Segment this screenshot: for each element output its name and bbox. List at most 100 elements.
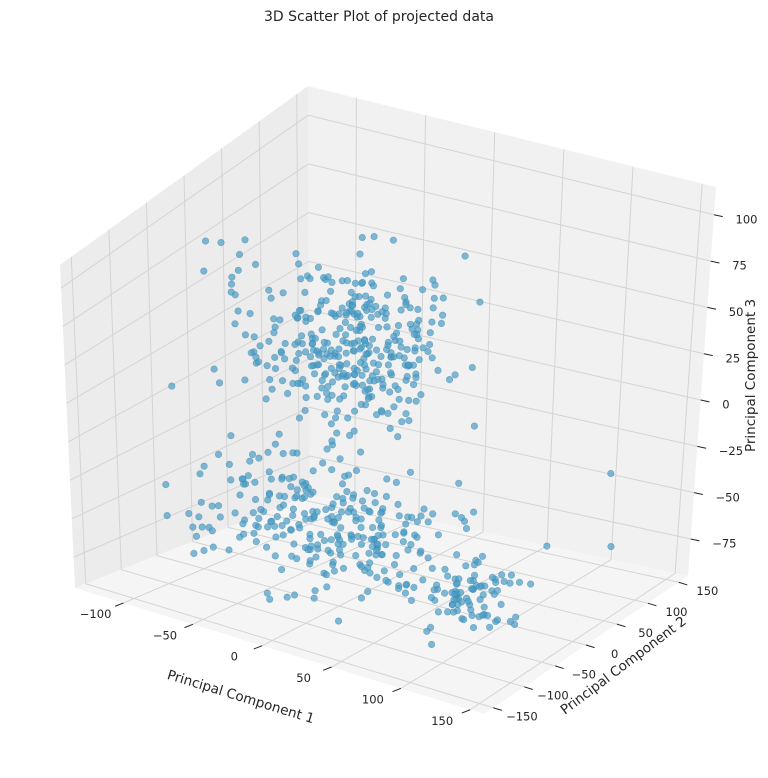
z-axis-tick-label: 75 [732,259,747,273]
data-point [357,400,365,409]
data-point [405,417,413,425]
data-point [397,306,405,314]
data-point [318,326,326,334]
data-point [300,481,308,489]
data-point [328,378,337,386]
data-point [515,578,524,586]
data-point [507,571,516,579]
data-point [457,588,465,597]
data-point [364,587,372,596]
data-point [372,368,381,376]
grid-z-back [308,163,711,262]
data-point [217,239,225,247]
data-point [498,571,506,579]
data-point [413,533,421,541]
data-point [374,531,382,540]
data-point [311,587,319,595]
data-point [306,353,315,361]
data-point [279,450,287,458]
data-point [265,337,273,345]
grid-y-left [258,121,265,514]
data-point [410,330,418,339]
data-point [414,305,422,314]
data-point [420,505,428,513]
data-point [310,512,318,520]
data-point [328,278,336,287]
data-point [324,395,332,404]
data-point [367,535,376,544]
data-point [430,294,438,302]
data-point [342,331,350,339]
data-point [395,584,403,593]
data-point [429,276,437,284]
data-point [361,270,370,278]
x-axis-tick [461,709,471,714]
data-point [363,487,371,495]
data-point [383,291,392,299]
x-axis-label: Principal Component 1 [165,667,316,727]
grid-y-floor [299,498,679,583]
data-point [386,388,394,396]
grid-y-floor [121,569,525,688]
data-point [324,515,332,523]
data-point [295,414,304,422]
data-point [246,310,254,318]
data-point [428,640,436,649]
data-point [299,375,307,384]
data-point [366,559,374,567]
data-point [310,370,319,378]
data-point [394,385,402,394]
data-point [426,329,434,337]
data-point [360,504,368,512]
data-point [382,492,391,501]
data-point [322,370,330,378]
data-point [268,517,276,525]
data-point [236,491,244,499]
data-point [449,608,458,616]
data-point [403,372,411,381]
data-point [394,433,402,441]
grid-y-left [70,256,87,584]
data-point [341,383,349,391]
data-point [357,448,365,456]
data-point [209,543,217,551]
data-point [334,513,342,522]
data-point [336,395,344,403]
data-point [349,301,357,309]
data-point [403,580,411,588]
data-point [343,488,351,496]
data-point [453,579,461,587]
data-point [289,505,298,513]
data-point [334,353,343,361]
x-axis-tick-label: 150 [431,714,453,728]
data-point [314,545,322,553]
z-axis-tick-label: −25 [719,444,743,458]
data-point [328,437,336,445]
data-point [395,512,403,520]
data-point [347,288,355,297]
data-point [335,365,343,373]
data-point [410,564,418,573]
data-point [445,376,454,384]
data-point [424,518,432,526]
data-point [369,523,377,532]
data-point [350,339,358,347]
y-axis-tick-label: −50 [572,668,596,682]
data-point [264,448,272,456]
data-point [394,322,403,330]
data-point [254,523,262,531]
data-point [332,414,340,422]
data-point [272,533,280,541]
data-point [390,560,399,569]
data-point [380,567,388,575]
data-point [356,359,365,367]
data-point [208,502,216,510]
y-axis-tick-label: 150 [696,584,718,598]
grid-z-back [308,114,715,216]
data-point [400,528,408,536]
data-point [366,569,374,577]
data-point [327,536,335,544]
data-point [168,382,176,390]
data-point [210,365,218,373]
data-point [234,307,242,315]
